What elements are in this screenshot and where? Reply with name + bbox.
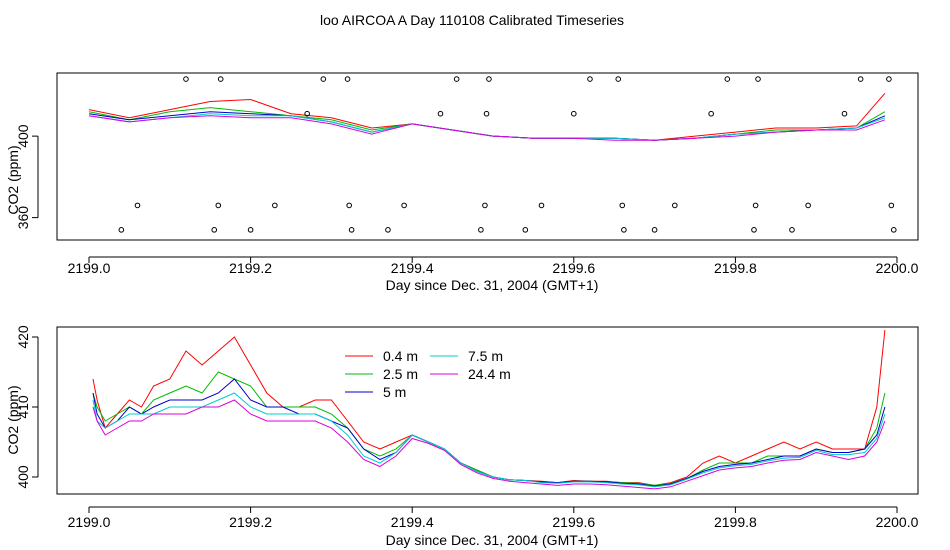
top-plot-marker-point bbox=[401, 202, 407, 209]
legend-label: 2.5 m bbox=[383, 366, 418, 382]
top-plot-marker-point bbox=[672, 202, 678, 209]
bottom-plot-x-tick-label: 2199.8 bbox=[714, 514, 757, 530]
top-plot-marker-point bbox=[134, 202, 141, 209]
bottom-plot-y-tick-label: 410 bbox=[15, 395, 31, 419]
top-plot-x-tick-label: 2199.4 bbox=[391, 260, 434, 276]
top-plot-marker-point bbox=[724, 76, 731, 82]
bottom-plot-frame bbox=[56, 326, 919, 495]
top-plot-marker-point bbox=[483, 110, 490, 117]
chart-title: loo AIRCOA A Day 110108 Calibrated Times… bbox=[320, 12, 624, 28]
top-plot-x-tick-label: 2199.6 bbox=[552, 260, 595, 276]
top-plot-marker-point bbox=[708, 110, 714, 117]
top-plot-ylabel: CO2 (ppm) bbox=[5, 145, 21, 214]
top-plot-x-tick-label: 2200.0 bbox=[876, 260, 919, 276]
bottom-plot-series-line bbox=[92, 378, 886, 487]
top-plot-marker-point bbox=[890, 227, 897, 233]
top-plot-marker-point bbox=[619, 202, 626, 209]
top-plot-marker-point bbox=[789, 227, 795, 233]
bottom-plot-xlabel: Day since Dec. 31, 2004 (GMT+1) bbox=[386, 532, 599, 548]
legend-label: 0.4 m bbox=[383, 348, 418, 364]
top-plot-marker-point bbox=[247, 227, 254, 233]
bottom-plot-y-tick-label: 400 bbox=[15, 465, 31, 489]
top-plot-series-line bbox=[88, 113, 886, 141]
top-plot-marker-point bbox=[183, 76, 189, 82]
top-plot-marker-point bbox=[385, 227, 391, 233]
top-plot-marker-point bbox=[346, 202, 352, 209]
top-plot-marker-point bbox=[571, 110, 577, 117]
top-plot-y-tick-label: 360 bbox=[15, 206, 31, 230]
legend-label: 5 m bbox=[383, 384, 406, 400]
top-plot-marker-point bbox=[857, 76, 864, 82]
top-plot-marker-point bbox=[211, 227, 218, 233]
top-plot-marker-point bbox=[886, 76, 892, 82]
bottom-plot-y-tick-label: 420 bbox=[15, 325, 31, 349]
top-plot-marker-point bbox=[272, 202, 278, 209]
legend-label: 24.4 m bbox=[468, 366, 511, 382]
top-plot-marker-point bbox=[751, 227, 757, 233]
top-plot-marker-point bbox=[805, 202, 811, 209]
bottom-plot-x-tick-label: 2199.0 bbox=[68, 514, 111, 530]
top-plot-marker-point bbox=[344, 76, 351, 82]
top-plot-marker-point bbox=[348, 227, 355, 233]
top-plot-marker-point bbox=[752, 202, 759, 209]
top-plot-xlabel: Day since Dec. 31, 2004 (GMT+1) bbox=[386, 277, 599, 293]
top-plot-marker-point bbox=[320, 76, 327, 82]
bottom-plot-series-line bbox=[92, 399, 886, 490]
top-plot-marker-point bbox=[651, 227, 658, 233]
top-plot-marker-point bbox=[587, 76, 593, 82]
top-plot: Day since Dec. 31, 2004 (GMT+1) CO2 (ppm… bbox=[5, 72, 919, 293]
top-plot-y-tick-label: 400 bbox=[15, 124, 31, 148]
top-plot-x-tick-label: 2199.8 bbox=[714, 260, 757, 276]
bottom-plot-x-tick-label: 2200.0 bbox=[876, 514, 919, 530]
bottom-plot-x-tick-label: 2199.2 bbox=[229, 514, 272, 530]
top-plot-x-tick-label: 2199.2 bbox=[229, 260, 272, 276]
bottom-plot-x-tick-label: 2199.6 bbox=[552, 514, 595, 530]
bottom-plot-series-line bbox=[92, 392, 886, 488]
top-plot-marker-point bbox=[453, 76, 460, 82]
bottom-plot-x-tick-label: 2199.4 bbox=[391, 514, 434, 530]
top-plot-marker-point bbox=[478, 227, 484, 233]
top-plot-marker-point bbox=[215, 202, 222, 209]
bottom-plot-series-line bbox=[92, 371, 886, 486]
top-plot-x-tick-label: 2199.0 bbox=[68, 260, 111, 276]
top-plot-marker-point bbox=[482, 202, 488, 209]
top-plot-frame bbox=[56, 72, 919, 241]
top-plot-marker-point bbox=[888, 202, 895, 209]
bottom-plot: Day since Dec. 31, 2004 (GMT+1) CO2 (ppm… bbox=[5, 325, 919, 548]
top-plot-marker-point bbox=[437, 110, 444, 117]
top-plot-marker-point bbox=[522, 227, 529, 233]
top-plot-marker-point bbox=[621, 227, 627, 233]
top-plot-marker-point bbox=[841, 110, 848, 117]
legend-label: 7.5 m bbox=[468, 348, 503, 364]
top-plot-marker-point bbox=[615, 76, 622, 82]
top-plot-series-line bbox=[88, 115, 886, 141]
top-plot-marker-point bbox=[755, 76, 761, 82]
bottom-plot-ylabel: CO2 (ppm) bbox=[5, 385, 21, 454]
top-plot-marker-point bbox=[217, 76, 224, 82]
top-plot-marker-point bbox=[118, 227, 125, 233]
top-plot-marker-point bbox=[486, 76, 492, 82]
top-plot-marker-point bbox=[538, 202, 545, 209]
top-plot-marker-point bbox=[304, 110, 310, 117]
